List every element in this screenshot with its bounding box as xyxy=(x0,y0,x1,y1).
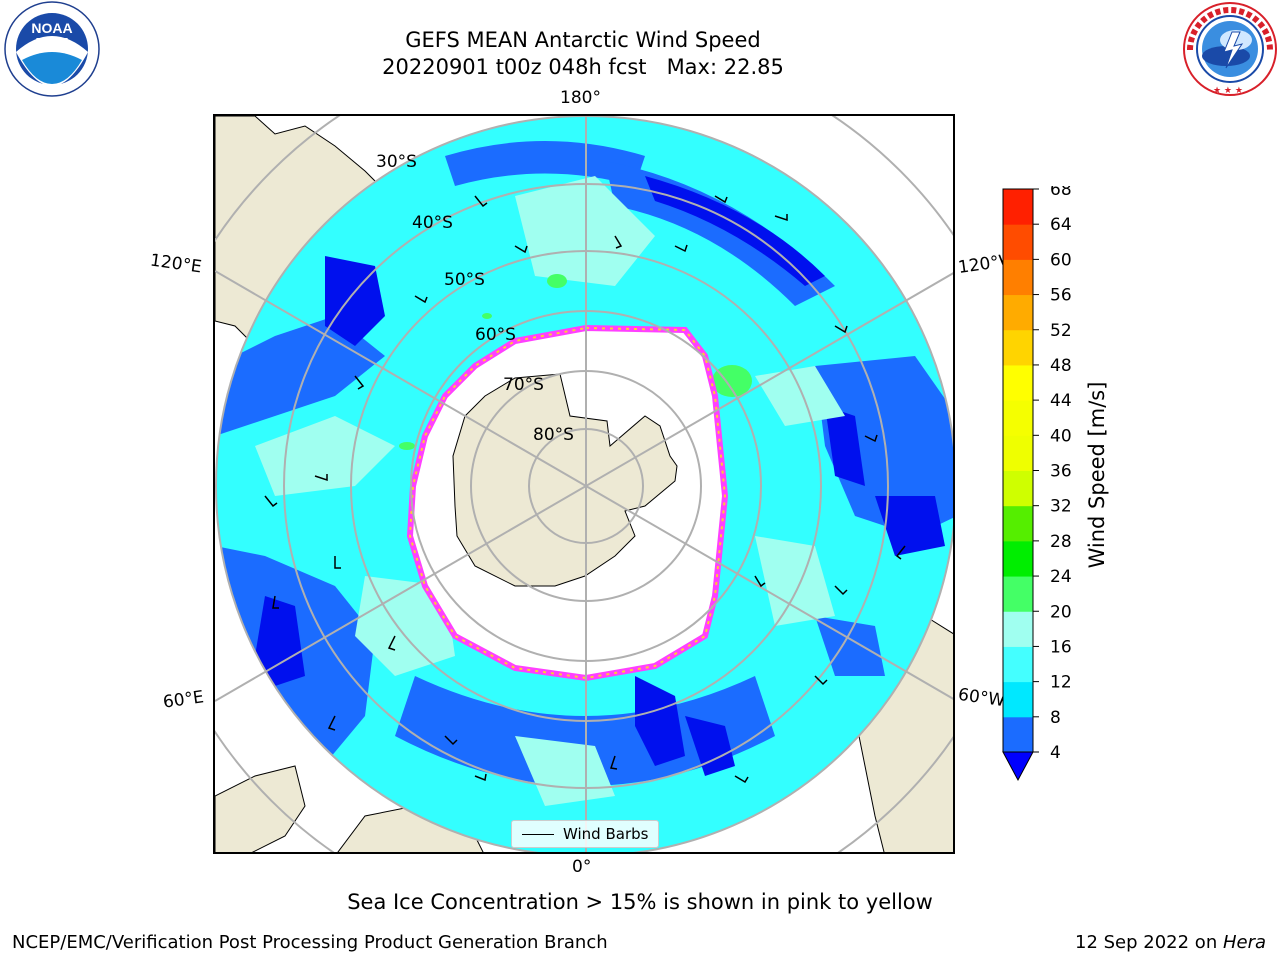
colorbar-segment xyxy=(1003,364,1033,401)
madagascar-landmass xyxy=(215,765,306,852)
colorbar-tick-label: 64 xyxy=(1050,215,1072,235)
colorbar-tick-label: 16 xyxy=(1050,637,1072,657)
footer-host: Hera xyxy=(1222,932,1266,953)
nws-logo: ★ ★ ★ xyxy=(1176,0,1280,100)
caption: Sea Ice Concentration > 15% is shown in … xyxy=(347,890,933,914)
footer-date-text: 12 Sep 2022 on xyxy=(1075,932,1223,953)
colorbar-tick-label: 44 xyxy=(1050,391,1072,411)
lat-label-70s: 70°S xyxy=(503,375,544,395)
colorbar-segment xyxy=(1003,329,1033,366)
colorbar-segment xyxy=(1003,294,1033,331)
colorbar-segment xyxy=(1003,505,1033,542)
lon-label-upper-left: 120°E xyxy=(148,250,203,278)
colorbar-tick-label: 20 xyxy=(1050,602,1072,622)
wind-barbs xyxy=(264,195,906,784)
colorbar-segment xyxy=(1003,646,1033,683)
lat-label-80s: 80°S xyxy=(533,425,574,445)
lat-label-30s: 30°S xyxy=(376,152,417,172)
lat-label-60s: 60°S xyxy=(475,325,516,345)
colorbar-tick-label: 40 xyxy=(1050,426,1072,446)
lon-label-bottom: 0° xyxy=(572,857,592,877)
graticule xyxy=(215,116,953,852)
colorbar-segment xyxy=(1003,400,1033,436)
lat-label-50s: 50°S xyxy=(444,270,485,290)
legend-label: Wind Barbs xyxy=(563,825,649,843)
lon-label-top: 180° xyxy=(560,88,601,108)
footer-credit: NCEP/EMC/Verification Post Processing Pr… xyxy=(12,932,608,953)
chart-subtitle: 20220901 t00z 048h fcst Max: 22.85 xyxy=(382,55,784,79)
colorbar-segment xyxy=(1003,259,1033,296)
colorbar-tick-label: 52 xyxy=(1050,321,1072,341)
noaa-logo: NOAA xyxy=(0,0,106,100)
colorbar-tick-label: 68 xyxy=(1050,186,1072,200)
colorbar-extend-arrow xyxy=(1002,751,1034,782)
colorbar-segment xyxy=(1003,540,1033,577)
colorbar-tick-label: 32 xyxy=(1050,497,1072,517)
colorbar-segment xyxy=(1003,681,1033,718)
colorbar-tick-label: 12 xyxy=(1050,673,1072,693)
colorbar-label: Wind Speed [m/s] xyxy=(1085,381,1109,569)
noaa-logo-text: NOAA xyxy=(31,20,72,36)
lon-label-lower-left: 60°E xyxy=(161,687,206,713)
colorbar-segment xyxy=(1003,224,1033,260)
colorbar-segment xyxy=(1003,189,1033,225)
colorbar-segment xyxy=(1003,470,1033,507)
colorbar-tick-label: 8 xyxy=(1050,708,1061,728)
colorbar-tick-label: 28 xyxy=(1050,532,1072,552)
colorbar-segment xyxy=(1003,435,1033,471)
lat-label-40s: 40°S xyxy=(412,213,453,233)
polar-map: Wind Barbs xyxy=(213,114,955,854)
colorbar-tick-label: 48 xyxy=(1050,356,1072,376)
footer-date: 12 Sep 2022 on Hera xyxy=(1075,932,1266,953)
colorbar-segment xyxy=(1003,716,1033,753)
chart-title: GEFS MEAN Antarctic Wind Speed xyxy=(405,28,761,52)
colorbar-tick-label: 24 xyxy=(1050,567,1072,587)
legend-line-icon xyxy=(522,834,554,835)
colorbar-tick-label: 60 xyxy=(1050,250,1072,270)
colorbar: 4 8 12 16 20 24 28 32 36 40 44 48 52 56 60 64 68 xyxy=(1000,180,1140,786)
colorbar-segment xyxy=(1003,611,1033,647)
colorbar-tick-label: 36 xyxy=(1050,462,1072,482)
svg-text:★ ★ ★: ★ ★ ★ xyxy=(1213,86,1243,96)
colorbar-tick-label: 4 xyxy=(1050,743,1061,763)
colorbar-tick-label: 56 xyxy=(1050,286,1072,306)
lon-label-lower-right: 60°W xyxy=(956,684,1007,712)
colorbar-segment xyxy=(1003,576,1033,612)
map-legend: Wind Barbs xyxy=(511,820,659,848)
